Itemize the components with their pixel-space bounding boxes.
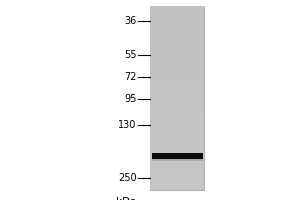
Bar bbox=[150, 20, 204, 24]
Bar bbox=[150, 43, 204, 47]
Bar bbox=[150, 112, 204, 116]
Bar bbox=[150, 107, 204, 112]
Bar bbox=[150, 98, 204, 103]
Bar bbox=[150, 57, 204, 61]
Text: 250: 250 bbox=[118, 173, 136, 183]
Bar bbox=[150, 66, 204, 70]
Bar bbox=[150, 121, 204, 126]
Bar bbox=[150, 84, 204, 89]
Bar bbox=[150, 158, 204, 162]
Bar bbox=[150, 6, 204, 11]
Bar bbox=[150, 70, 204, 75]
Bar bbox=[150, 15, 204, 20]
Bar bbox=[150, 93, 204, 98]
Bar bbox=[150, 181, 204, 185]
Bar bbox=[150, 139, 204, 144]
Bar bbox=[150, 176, 204, 181]
Text: 72: 72 bbox=[124, 72, 136, 82]
Bar bbox=[150, 52, 204, 57]
Bar bbox=[150, 103, 204, 107]
Bar bbox=[150, 24, 204, 29]
Bar bbox=[150, 29, 204, 34]
Bar bbox=[150, 185, 204, 190]
Bar bbox=[150, 34, 204, 38]
Bar bbox=[152, 159, 202, 161]
Bar bbox=[150, 126, 204, 130]
Bar bbox=[150, 38, 204, 43]
Bar bbox=[150, 144, 204, 149]
Text: 36: 36 bbox=[124, 16, 136, 26]
Bar bbox=[150, 80, 204, 84]
Bar bbox=[150, 135, 204, 139]
Text: kDa: kDa bbox=[116, 197, 136, 200]
Text: 55: 55 bbox=[124, 50, 136, 60]
Bar bbox=[150, 6, 204, 190]
Bar bbox=[150, 167, 204, 172]
Bar bbox=[150, 11, 204, 15]
Bar bbox=[150, 75, 204, 80]
Bar bbox=[152, 153, 202, 159]
Bar bbox=[150, 89, 204, 93]
Bar bbox=[150, 172, 204, 176]
Text: 130: 130 bbox=[118, 120, 136, 130]
Bar bbox=[150, 162, 204, 167]
Bar bbox=[150, 116, 204, 121]
Bar bbox=[150, 153, 204, 158]
Bar bbox=[150, 47, 204, 52]
Bar bbox=[150, 130, 204, 135]
Bar bbox=[150, 61, 204, 66]
Text: 95: 95 bbox=[124, 94, 136, 104]
Bar bbox=[150, 149, 204, 153]
